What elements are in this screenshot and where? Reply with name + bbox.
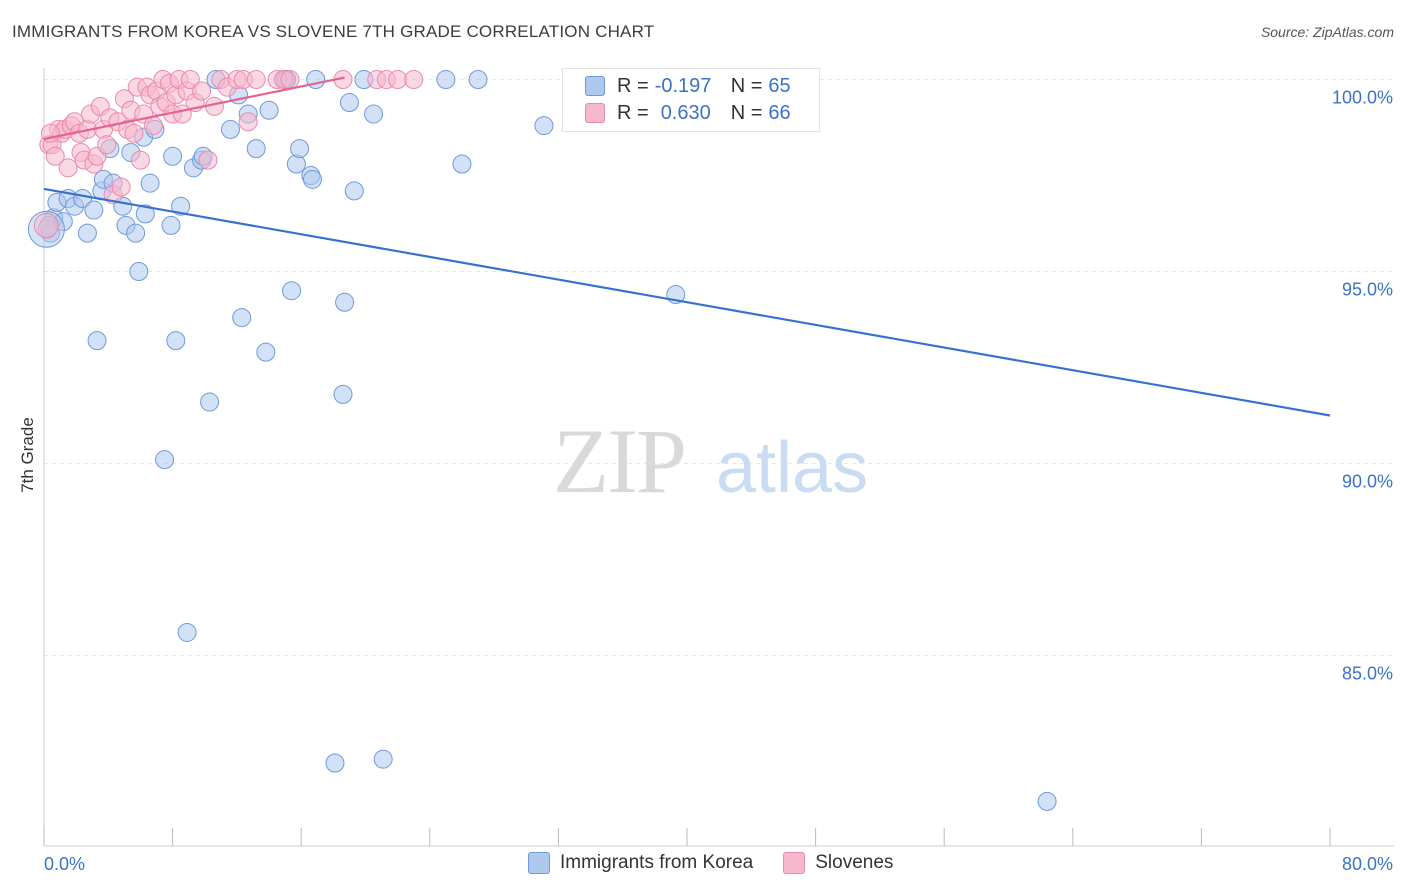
watermark-atlas: atlas — [716, 428, 868, 508]
korea-point — [282, 281, 302, 301]
korea-point — [163, 146, 183, 166]
trend-layer — [43, 76, 1331, 417]
slovene-point — [280, 70, 300, 89]
x-tick-label: 0.0% — [44, 854, 85, 874]
source-label: Source: ZipAtlas.com — [1260, 24, 1394, 40]
slovene-point — [124, 123, 144, 143]
points-layer — [27, 70, 1057, 811]
korea-point — [87, 331, 107, 351]
series-label-slovenes: Slovenes — [815, 852, 894, 873]
legend-r-label: R = — [617, 74, 649, 97]
korea-point — [364, 104, 384, 124]
legend-n-label: N = — [730, 101, 763, 124]
korea-point — [126, 223, 146, 243]
series-label-korea: Immigrants from Korea — [560, 852, 754, 873]
correlation-legend: R = -0.197 N = 65 R = 0.630 N = 66 — [562, 68, 820, 132]
korea-point — [256, 342, 276, 362]
series-swatch-slovenes — [783, 852, 806, 874]
legend-row-slovenes: R = 0.630 N = 66 — [585, 100, 791, 126]
legend-n-label: N = — [730, 74, 763, 97]
slovene-point — [180, 70, 200, 89]
legend-n-value-slovenes: 66 — [768, 101, 791, 124]
slovene-point — [192, 81, 212, 101]
slovene-trend-line — [43, 76, 345, 141]
slovene-point — [58, 158, 78, 178]
legend-n-value-korea: 65 — [768, 74, 791, 97]
legend-r-value-slovenes: 0.630 — [660, 101, 711, 124]
korea-point — [166, 331, 186, 351]
y-tick-label: 95.0% — [1342, 280, 1393, 300]
korea-point — [534, 116, 554, 136]
korea-point — [259, 100, 279, 120]
korea-point — [333, 384, 353, 404]
slovene-point — [143, 116, 163, 136]
korea-point — [155, 450, 175, 470]
series-legend-korea[interactable]: Immigrants from Korea — [528, 852, 753, 874]
korea-point — [84, 200, 104, 220]
slovene-point — [97, 135, 117, 155]
y-tick-label: 100.0% — [1332, 88, 1393, 108]
series-swatch-korea — [528, 852, 550, 874]
x-tick-label: 80.0% — [1342, 854, 1393, 874]
legend-swatch-slovenes — [585, 103, 605, 123]
korea-trend-line — [43, 187, 1331, 417]
korea-point — [302, 169, 322, 189]
korea-point — [135, 204, 155, 224]
grid-layer — [44, 79, 1394, 656]
y-axis-label: 7th Grade — [18, 417, 37, 493]
y-tick-label: 90.0% — [1342, 472, 1393, 492]
korea-point — [339, 93, 359, 113]
slovene-point — [130, 150, 150, 170]
chart-title: IMMIGRANTS FROM KOREA VS SLOVENE 7TH GRA… — [12, 22, 655, 41]
korea-point — [1037, 791, 1057, 811]
slovene-point — [388, 70, 408, 89]
axis-layer — [43, 68, 1394, 847]
korea-point — [177, 622, 197, 642]
korea-point — [325, 753, 345, 773]
korea-point — [77, 223, 97, 243]
legend-swatch-korea — [585, 76, 605, 96]
korea-point — [140, 173, 160, 193]
legend-r-value-korea: -0.197 — [654, 74, 712, 97]
slovene-point — [33, 212, 59, 238]
series-legend-slovenes[interactable]: Slovenes — [783, 852, 893, 874]
tick-label-layer: 85.0% 90.0% 95.0% 100.0% 0.0% 80.0% — [44, 88, 1393, 875]
y-tick-label: 85.0% — [1342, 664, 1393, 684]
korea-point — [344, 181, 364, 201]
korea-point — [129, 262, 149, 281]
korea-point — [220, 119, 240, 139]
korea-point — [452, 154, 472, 174]
korea-point — [468, 70, 488, 89]
slovene-point — [404, 70, 424, 89]
watermark-zip: ZIP — [553, 410, 685, 512]
korea-point — [286, 154, 306, 174]
legend-r-label: R = — [617, 101, 649, 124]
legend-row-korea: R = -0.197 N = 65 — [585, 73, 791, 99]
korea-point — [335, 292, 355, 312]
korea-point — [436, 70, 456, 89]
korea-point — [246, 139, 266, 159]
korea-point — [200, 392, 220, 412]
korea-point — [232, 308, 252, 328]
slovene-point — [198, 150, 218, 170]
slovene-point — [246, 70, 266, 89]
korea-point — [373, 749, 393, 769]
slovene-point — [111, 177, 131, 197]
slovene-point — [238, 112, 258, 132]
korea-point — [171, 196, 191, 216]
korea-point — [161, 215, 181, 235]
series-legend: Immigrants from Korea Slovenes — [528, 852, 923, 874]
korea-point — [290, 139, 310, 159]
slovene-point — [45, 146, 65, 166]
korea-point — [27, 210, 65, 248]
